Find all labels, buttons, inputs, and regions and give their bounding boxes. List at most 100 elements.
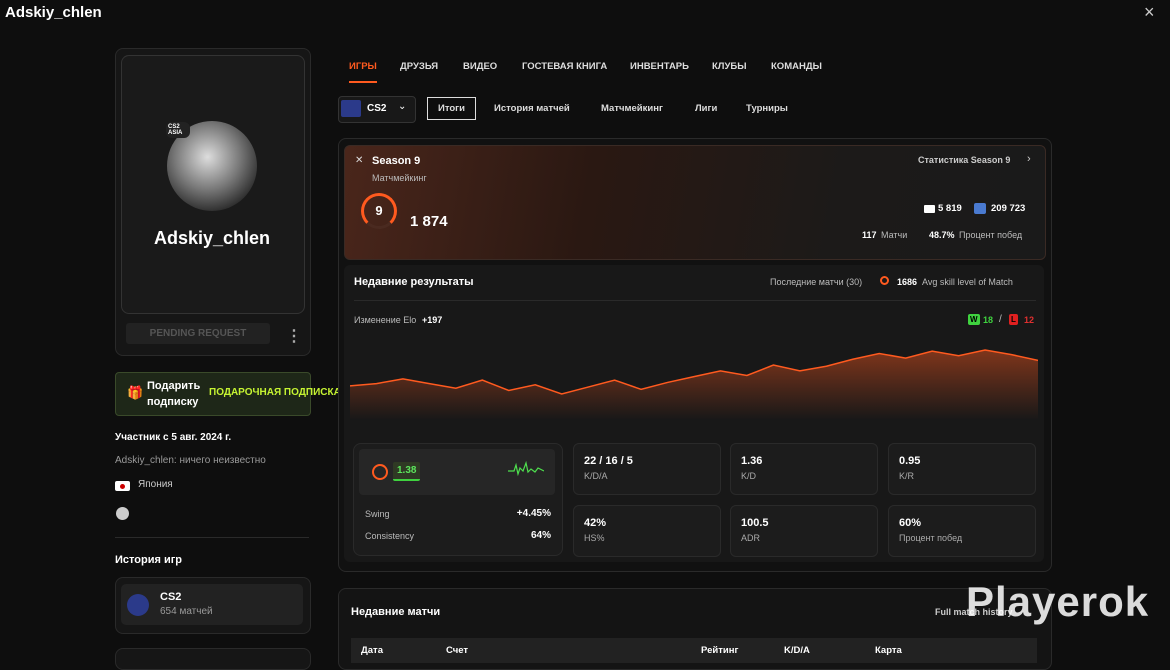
season-winrate: 48.7% (929, 230, 955, 240)
losses-label: L (1009, 314, 1018, 325)
cs2-icon (127, 594, 149, 616)
level-badge: 9 (361, 193, 397, 229)
country: Япония (138, 479, 173, 490)
subtab[interactable]: Матчмейкинг (601, 103, 663, 114)
tab-underline (349, 81, 377, 83)
member-since: Участник с 5 авг. 2024 г. (115, 432, 232, 443)
tab[interactable]: ГОСТЕВАЯ КНИГА (522, 61, 608, 72)
elo-chart (350, 349, 1038, 420)
consistency-label: Consistency (365, 531, 415, 541)
tab[interactable]: КЛУБЫ (712, 61, 747, 72)
season-link[interactable]: Статистика Season 9 (918, 155, 1011, 165)
stat-tile (888, 443, 1036, 495)
matches-title: Недавние матчи (351, 606, 441, 618)
tab[interactable]: ИГРЫ (349, 61, 377, 72)
tab[interactable]: ВИДЕО (463, 61, 498, 72)
close-button[interactable]: × (1144, 2, 1155, 22)
stat-label: K/D/A (584, 471, 608, 481)
season-elo: 1 874 (410, 213, 448, 230)
game-select-label: CS2 (367, 103, 387, 114)
stat-value: 22 / 16 / 5 (584, 455, 633, 467)
elo-line (350, 349, 1038, 395)
season-subtitle: Матчмейкинг (372, 173, 427, 183)
rating-icon (372, 464, 388, 480)
rating: 1.38 (393, 462, 421, 481)
swing-label: Swing (365, 509, 390, 519)
gift-box[interactable] (115, 372, 311, 416)
subtab[interactable]: Турниры (746, 103, 788, 114)
rank-region: 209 723 (991, 203, 1026, 214)
stat-label: HS% (584, 533, 605, 543)
tab[interactable]: ИНВЕНТАРЬ (630, 61, 689, 72)
bio: Adskiy_chlen: ничего неизвестно (115, 455, 266, 466)
avg-skill-label: Avg skill level of Match (922, 277, 1013, 287)
game-name: CS2 (160, 591, 182, 603)
flag (115, 481, 130, 491)
avatar-badge: CS2 ASIA (166, 122, 190, 138)
stat-tile (730, 505, 878, 557)
rating-sparkline (508, 460, 544, 477)
avg-skill: 1686 (897, 277, 918, 287)
watermark: Playerok (966, 578, 1150, 625)
stat-tile (888, 505, 1036, 557)
tab[interactable]: КОМАНДЫ (771, 61, 822, 72)
subtab[interactable]: История матчей (494, 103, 570, 114)
gift-label: Подарить подписку (147, 380, 201, 408)
game-row[interactable] (121, 584, 303, 625)
rating-header (359, 449, 555, 495)
country-flag (924, 205, 935, 213)
season-title: Season 9 (372, 155, 421, 167)
column-header: Рейтинг (701, 645, 739, 656)
consistency: 64% (530, 530, 551, 541)
pending-button[interactable]: PENDING REQUEST (126, 323, 270, 344)
stat-tile (573, 505, 721, 557)
recent-title: Недавние результаты (354, 276, 474, 288)
column-header: Карта (875, 645, 902, 656)
subtab[interactable]: Лиги (695, 103, 718, 114)
stat-value: 0.95 (899, 455, 921, 467)
gift-icon: 🎁 (127, 385, 144, 400)
column-header: Дата (361, 645, 383, 656)
profile-name: Adskiy_chlen (153, 228, 271, 248)
column-header: Счет (446, 645, 469, 656)
stat-value: 42% (584, 517, 607, 529)
losses: 12 (1024, 315, 1035, 325)
stat-label: K/D (741, 471, 757, 481)
profile-title: Adskiy_chlen (5, 4, 102, 21)
season-link-arrow: › (1027, 153, 1031, 165)
divider (115, 537, 309, 538)
season-card (344, 145, 1046, 260)
divider (354, 300, 1036, 301)
matches-link[interactable]: Full match history (935, 607, 1013, 617)
gift-action[interactable]: ПОДАРОЧНАЯ ПОДПИСКА (209, 387, 341, 398)
elo-change: +197 (422, 315, 443, 325)
tab[interactable]: ДРУЗЬЯ (400, 61, 439, 72)
card-next (115, 648, 311, 670)
elo-change-label: Изменение Elo (354, 315, 417, 325)
rank-country: 5 819 (938, 203, 962, 214)
last-matches: Последние матчи (30) (770, 277, 863, 287)
stat-tile (730, 443, 878, 495)
stat-value: 1.36 (741, 455, 763, 467)
stat-value: 100.5 (741, 517, 769, 529)
season-icon: ✕ (355, 155, 364, 166)
season-matches: 117 (862, 230, 877, 240)
stat-label: K/R (899, 471, 915, 481)
region-icon (974, 203, 986, 214)
game-matches: 654 матчей (160, 606, 213, 617)
steam-icon[interactable] (116, 507, 129, 520)
season-matches-label: Матчи (881, 230, 908, 240)
season-winrate-label: Процент побед (959, 230, 1023, 240)
stat-tile (573, 443, 721, 495)
wins: 18 (983, 315, 994, 325)
subtab[interactable]: Итоги (427, 97, 476, 120)
swing: +4.45% (516, 508, 551, 519)
more-button[interactable]: ⋮ (286, 328, 302, 345)
game-select-icon (341, 100, 361, 117)
stat-label: ADR (741, 533, 761, 543)
wins-label: W (968, 314, 980, 325)
dropdown-arrow: ⌄ (398, 101, 407, 112)
stat-label: Процент побед (899, 533, 963, 543)
skill-icon (880, 276, 889, 285)
